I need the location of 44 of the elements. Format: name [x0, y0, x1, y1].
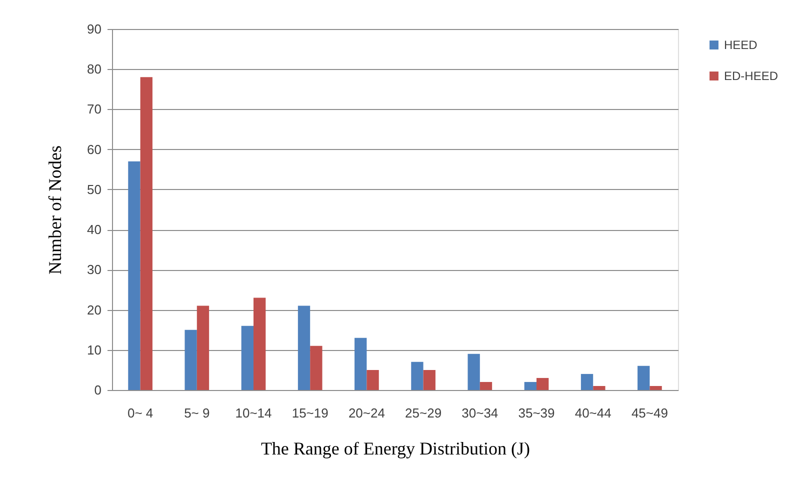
x-tick-label: 35~39 [518, 406, 555, 420]
y-tick-label: 80 [87, 62, 102, 77]
x-tick-label: 45~49 [631, 406, 668, 420]
bar [140, 77, 152, 390]
y-tick-label: 10 [87, 342, 102, 358]
bar [310, 346, 322, 390]
x-tick-label: 40~44 [574, 406, 612, 420]
bar [366, 370, 379, 390]
y-tick-label: 40 [87, 222, 102, 238]
y-tick-label: 0 [94, 382, 102, 398]
bar [580, 374, 594, 390]
x-axis-title: The Range of Energy Distribution (J) [260, 438, 530, 458]
bar [423, 370, 436, 390]
y-tick-label: 50 [87, 182, 102, 197]
bar [480, 382, 492, 390]
x-tick-label: 30~34 [462, 406, 498, 420]
bar [593, 386, 606, 390]
x-tick-label: 20~24 [348, 406, 385, 420]
bar [241, 326, 254, 390]
bar [411, 362, 424, 390]
bar [536, 378, 549, 390]
bar [354, 338, 367, 390]
y-axis-title: Number of Nodes [45, 146, 66, 274]
y-tick-label: 90 [87, 22, 102, 36]
y-tick-label: 60 [87, 142, 102, 157]
bar [254, 298, 266, 390]
x-tick-label: 25~29 [405, 406, 442, 420]
x-tick-label: 5~ 9 [184, 406, 210, 420]
bar [468, 354, 480, 390]
bar [128, 161, 140, 390]
y-tick-label: 30 [87, 262, 102, 278]
legend-label: ED-HEED [724, 69, 778, 83]
bar [638, 366, 650, 390]
x-tick-label: 0~ 4 [127, 406, 154, 420]
y-tick-label: 70 [87, 102, 102, 117]
x-tick-label: 15~19 [292, 406, 328, 420]
bar [184, 330, 197, 390]
bar [196, 306, 210, 390]
legend-label: HEED [724, 38, 758, 52]
bar [650, 386, 662, 390]
bar [298, 306, 310, 390]
y-tick-label: 20 [87, 302, 102, 318]
bar [524, 382, 536, 390]
x-tick-label: 10~14 [235, 406, 272, 420]
